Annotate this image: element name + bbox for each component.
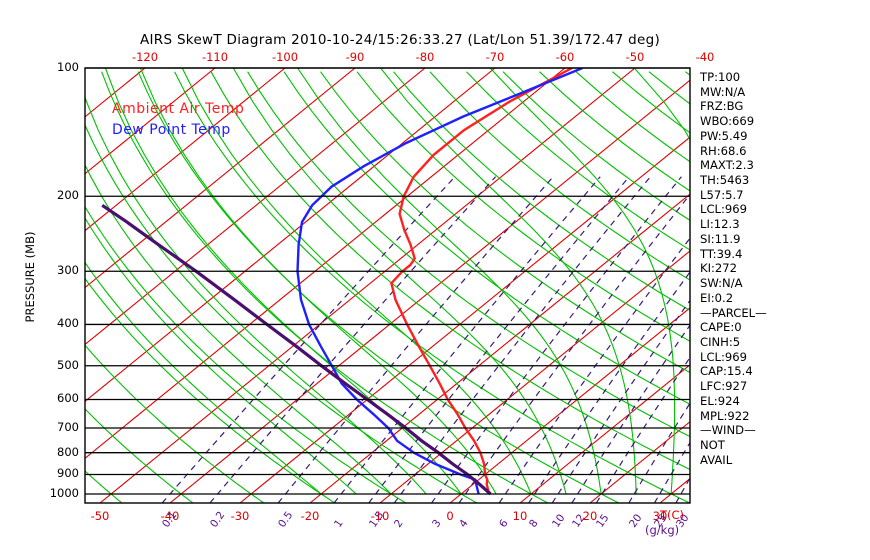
parameter-item: —PARCEL— <box>700 305 767 320</box>
parameter-item: WBO:669 <box>700 114 755 129</box>
legend-dew-point-temp: Dew Point Temp <box>112 122 231 138</box>
top-temp-tick--70: -70 <box>485 50 505 64</box>
pressure-tick-300: 300 <box>57 263 79 278</box>
bottom-temp-tick--20: -20 <box>300 509 320 523</box>
parameter-item: CINH:5 <box>700 334 741 349</box>
top-temp-tick--100: -100 <box>271 50 299 64</box>
bottom-temp-tick--50: -50 <box>90 509 110 523</box>
parameter-item: CAP:15.4 <box>700 364 753 379</box>
bottom-temp-tick--40: -40 <box>160 509 180 523</box>
pressure-tick-100: 100 <box>57 60 79 74</box>
parameter-item: CAPE:0 <box>700 320 742 335</box>
parameter-item: SI:11.9 <box>700 231 741 246</box>
parameter-item: LI:12.3 <box>700 217 740 232</box>
pressure-tick-700: 700 <box>57 419 79 434</box>
pressure-tick-800: 800 <box>57 444 79 459</box>
page-title: AIRS SkewT Diagram 2010-10-24/15:26:33.2… <box>139 32 661 48</box>
parameter-item: FRZ:BG <box>700 99 744 114</box>
parameter-item: TP:100 <box>700 70 741 84</box>
top-temp-tick--60: -60 <box>555 50 575 64</box>
pressure-tick-1000: 1000 <box>49 485 79 500</box>
parameter-item: TH:5463 <box>700 173 750 188</box>
parameter-item: L57:5.7 <box>700 187 744 202</box>
bottom-temp-tick--10: -10 <box>370 509 390 523</box>
bottom-temp-tick-20: 20 <box>582 509 598 523</box>
top-temp-tick--120: -120 <box>131 50 159 64</box>
pressure-tick-900: 900 <box>57 466 79 481</box>
top-temp-tick--90: -90 <box>345 50 365 64</box>
parameter-item: SW:N/A <box>700 276 743 291</box>
parameter-item: LCL:969 <box>700 349 748 364</box>
pressure-tick-600: 600 <box>57 391 79 406</box>
parameter-item: PW:5.49 <box>700 128 748 143</box>
bottom-temp-tick--30: -30 <box>230 509 250 523</box>
parameter-item: EL:924 <box>700 393 740 408</box>
top-temp-tick--80: -80 <box>415 50 435 64</box>
pressure-tick-200: 200 <box>57 188 79 203</box>
parameter-item: NOT <box>700 437 725 452</box>
parameter-item: MW:N/A <box>700 84 746 99</box>
legend-ambient-air-temp: Ambient Air Temp <box>112 101 245 117</box>
parameter-item: AVAIL <box>700 452 733 467</box>
parameter-item: TT:39.4 <box>700 246 743 261</box>
bottom-temp-tick-0: 0 <box>446 509 454 523</box>
mixing-ratio-axis-label: (g/kg) <box>645 523 680 537</box>
parameter-item: —WIND— <box>700 423 756 438</box>
top-temp-tick--40: -40 <box>695 50 715 64</box>
parameter-item: KI:272 <box>700 261 738 276</box>
parameter-list: TP:100 MW:N/A FRZ:BG WBO:669 PW:5.49 RH:68.6 M… <box>700 70 790 467</box>
pressure-tick-400: 400 <box>57 316 79 331</box>
bottom-temp-tick-30: 30 <box>652 509 668 523</box>
parameter-item: RH:68.6 <box>700 143 747 158</box>
parameter-item: LCL:969 <box>700 202 748 217</box>
parameter-item: EI:0.2 <box>700 290 734 305</box>
parameter-item: MPL:922 <box>700 408 750 423</box>
temperature-axis-label: T(C) <box>660 508 685 522</box>
top-temp-tick--50: -50 <box>625 50 645 64</box>
pressure-tick-500: 500 <box>57 357 79 372</box>
bottom-temp-tick-10: 10 <box>512 509 528 523</box>
parameter-item: LFC:927 <box>700 379 748 394</box>
parameter-item: MAXT:2.3 <box>700 158 754 173</box>
top-temp-tick--110: -110 <box>201 50 229 64</box>
